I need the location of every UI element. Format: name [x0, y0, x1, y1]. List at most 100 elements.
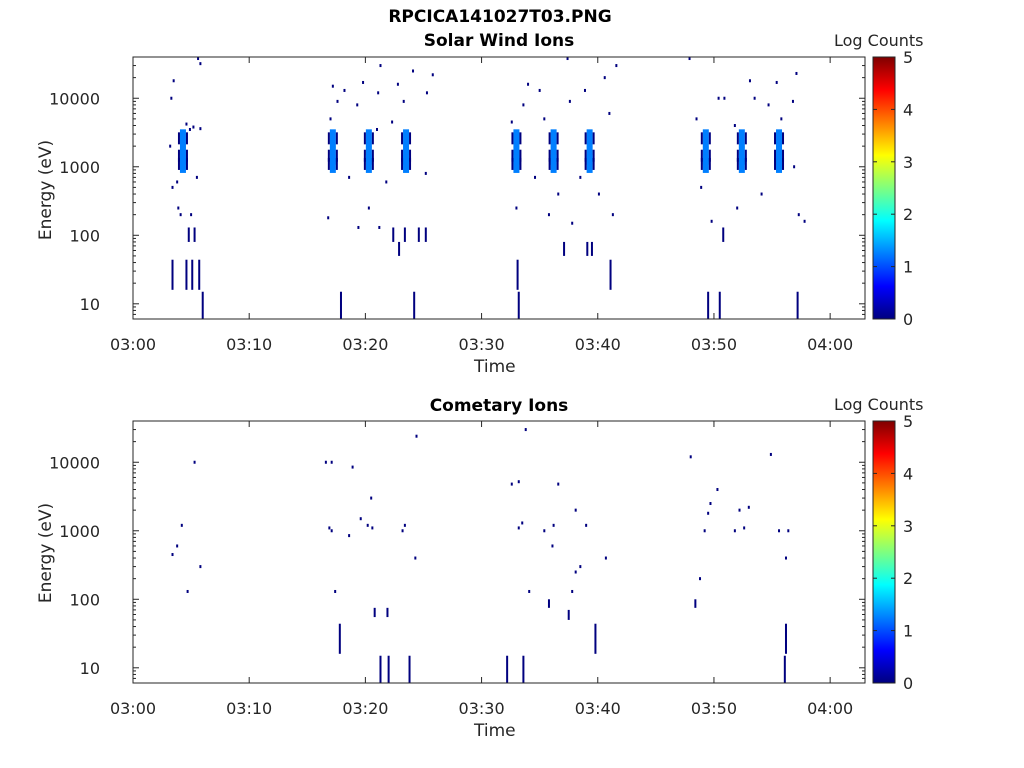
heatmap-cell [179, 213, 182, 217]
heatmap-cluster-edge [401, 149, 404, 162]
heatmap-cluster-edge [774, 132, 777, 145]
heatmap-cell [510, 120, 513, 124]
colorbar [872, 420, 896, 684]
heatmap-cluster-edge [177, 149, 180, 162]
heatmap-cell [176, 544, 179, 548]
figure-title: RPCICA141027T03.PNG [388, 7, 612, 27]
plot-area [133, 421, 865, 683]
y-tick-label: 10 [80, 659, 100, 678]
colorbar-tick-label: 4 [903, 100, 913, 119]
y-tick-label: 100 [69, 226, 100, 245]
heatmap-cell [415, 434, 418, 438]
heatmap-cell [571, 589, 574, 593]
heatmap-cluster-edge [327, 157, 330, 170]
axes-frame [132, 420, 866, 684]
heatmap-cluster [738, 129, 745, 148]
heatmap-cluster-edge [519, 157, 522, 170]
panel-title-solar-wind: Solar Wind Ions [423, 31, 575, 51]
heatmap-cell [199, 127, 202, 131]
heatmap-cell [574, 508, 577, 512]
heatmap-cell [414, 556, 417, 560]
heatmap-cell [793, 165, 796, 169]
heatmap-cell [180, 523, 183, 527]
x-tick-label: 03:00 [110, 335, 156, 354]
heatmap-cell [195, 175, 198, 179]
heatmap-bar [517, 291, 520, 319]
colorbar-label-1: Log Counts [834, 31, 924, 50]
heatmap-cell [528, 589, 531, 593]
colorbar-tick-label: 0 [903, 310, 913, 329]
heatmap-cell [579, 565, 582, 569]
x-tick-label: 03:10 [226, 699, 272, 718]
heatmap-bar [201, 291, 204, 319]
heatmap-cell [186, 589, 189, 593]
heatmap-cell [767, 103, 770, 107]
heatmap-cell [357, 225, 360, 229]
heatmap-cell [604, 556, 607, 560]
heatmap-cell [795, 71, 798, 75]
heatmap-cell [583, 88, 586, 92]
colorbar-tick-label: 0 [903, 674, 913, 693]
heatmap-cluster-edge [736, 149, 739, 162]
heatmap-cluster-edge [708, 149, 711, 162]
heatmap-cell [538, 88, 541, 92]
x-tick-label: 04:00 [807, 335, 853, 354]
x-tick-label: 03:20 [342, 699, 388, 718]
heatmap-bar [386, 607, 389, 618]
plot-area [133, 57, 865, 319]
heatmap-cell [351, 465, 354, 469]
heatmap-cell [327, 216, 330, 220]
heatmap-cell [551, 544, 554, 548]
heatmap-bar [338, 623, 341, 654]
heatmap-cell [348, 534, 351, 538]
heatmap-bar [594, 623, 597, 654]
heatmap-cell [700, 185, 703, 189]
heatmap-cell [329, 117, 332, 121]
x-tick-label: 03:30 [459, 335, 505, 354]
heatmap-cell [615, 64, 618, 68]
heatmap-cluster [513, 129, 520, 148]
heatmap-cluster-edge [185, 157, 188, 170]
heatmap-cell [568, 99, 571, 103]
heatmap-cluster-edge [409, 149, 412, 162]
heatmap-cluster-edge [700, 157, 703, 170]
heatmap-cluster [776, 129, 783, 148]
heatmap-cluster-edge [335, 157, 338, 170]
heatmap-cell [169, 144, 172, 148]
heatmap-cluster-edge [335, 132, 338, 145]
heatmap-cell [378, 225, 381, 229]
y-tick-label: 100 [69, 590, 100, 609]
heatmap-cluster-edge [584, 149, 587, 162]
heatmap-bar [373, 607, 376, 618]
heatmap-cell [377, 91, 380, 95]
heatmap-cell [188, 127, 191, 131]
heatmap-cluster-edge [782, 157, 785, 170]
heatmap-cell [324, 460, 327, 464]
heatmap-cluster-edge [548, 149, 551, 162]
heatmap-bar [191, 259, 194, 290]
heatmap-cell [738, 508, 741, 512]
heatmap-cell [371, 526, 374, 530]
heatmap-cluster-edge [782, 149, 785, 162]
x-tick-label: 03:00 [110, 699, 156, 718]
heatmap-bar [563, 241, 566, 256]
heatmap-bar [424, 227, 427, 242]
heatmap-cluster [179, 154, 186, 173]
heatmap-cluster-edge [511, 132, 514, 145]
heatmap-cell [709, 502, 712, 506]
heatmap-cluster-edge [744, 149, 747, 162]
heatmap-cell [366, 523, 369, 527]
heatmap-cell [753, 96, 756, 100]
heatmap-bar [567, 609, 570, 620]
heatmap-cluster [403, 129, 410, 148]
heatmap-cell [787, 529, 790, 533]
heatmap-cell [330, 529, 333, 533]
heatmap-cluster-edge [548, 157, 551, 170]
colorbar-tick-label: 3 [903, 153, 913, 172]
heatmap-cell [603, 76, 606, 80]
heatmap-cluster-edge [177, 157, 180, 170]
heatmap-cluster-edge [401, 132, 404, 145]
heatmap-cluster-edge [700, 132, 703, 145]
heatmap-cluster-edge [177, 132, 180, 145]
heatmap-bar [413, 291, 416, 319]
